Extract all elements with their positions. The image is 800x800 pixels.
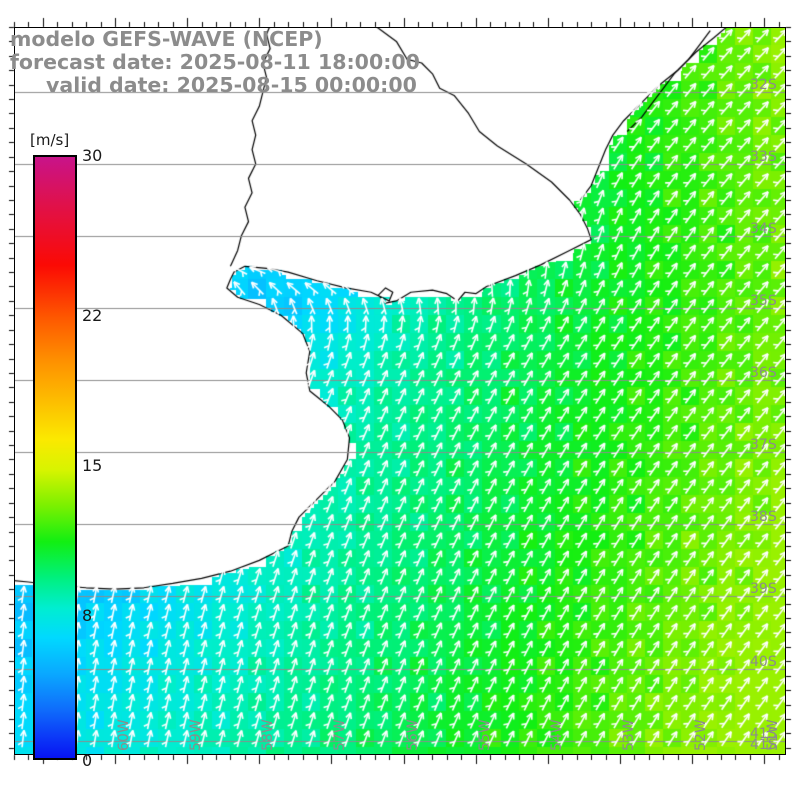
colorbar-tick-label: 8 (82, 605, 93, 625)
wind-direction-vectors (14, 27, 786, 755)
colorbar-tick-label: 0 (82, 751, 93, 770)
colorbar-tick-label: 22 (82, 306, 103, 326)
map-plot-area[interactable] (14, 27, 786, 755)
colorbar-gradient (33, 155, 77, 760)
colorbar-unit-label: [m/s] (30, 131, 70, 149)
colorbar[interactable] (33, 155, 77, 760)
colorbar-tick-label: 30 (82, 146, 103, 165)
colorbar-tick-label: 15 (82, 456, 103, 475)
